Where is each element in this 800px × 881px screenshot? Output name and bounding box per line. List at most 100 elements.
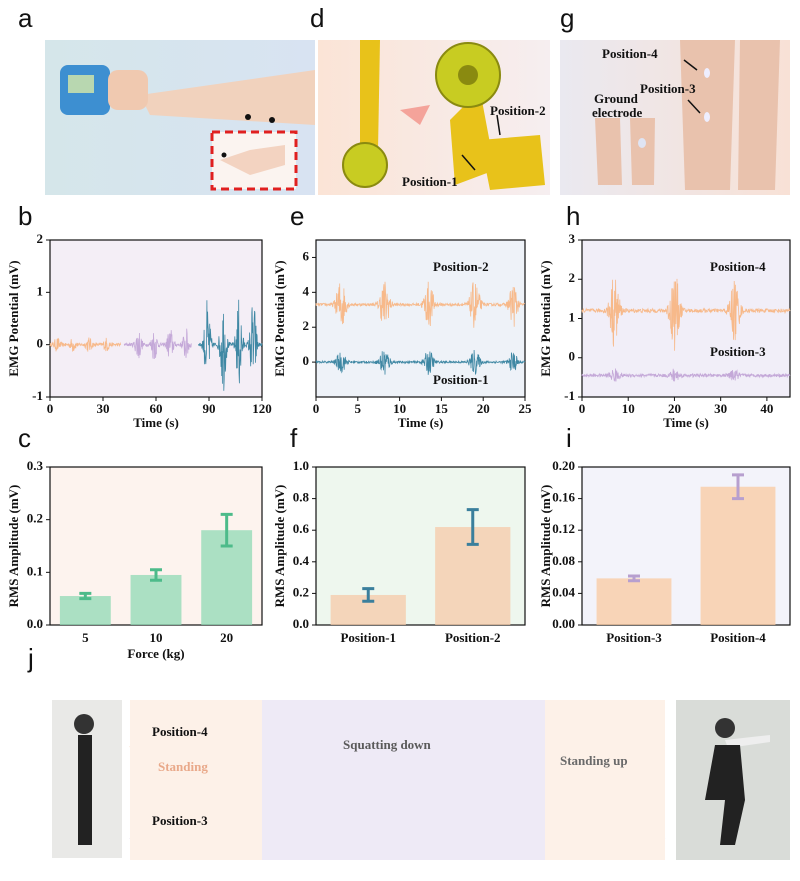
y-tick-label: 1 <box>37 283 44 298</box>
error-bar <box>150 568 162 582</box>
y-tick-label: 0.16 <box>552 490 575 505</box>
series-label: Position-1 <box>433 372 489 387</box>
y-axis-label: EMG Potential (mV) <box>538 260 553 376</box>
chart: 0.00 0.04 0.08 0.12 0.16 0.20 RMS Amplitude (m… <box>538 458 791 645</box>
position-label: Position-1 <box>402 174 458 189</box>
chart: -1 0 1 2 3 EMG Potential (mV) Time (s) 0 10 20 30 4… <box>538 231 791 430</box>
position-label: Position-4 <box>602 46 658 61</box>
y-tick-label: 0 <box>37 336 44 351</box>
panel-d-image: Position-2 Position-1 <box>318 40 550 195</box>
y-tick-label: 0.00 <box>552 616 575 631</box>
electrode-label: Ground <box>594 91 639 106</box>
series-label: Position-4 <box>710 259 766 274</box>
y-tick-label: 0.12 <box>552 521 575 536</box>
y-tick-label: 0 <box>569 349 576 364</box>
position-label: Position-2 <box>490 103 546 118</box>
y-tick-label: 0.4 <box>293 553 310 568</box>
emg-trace <box>315 281 526 328</box>
y-tick-label: 0.3 <box>27 458 44 473</box>
panel-letter: i <box>566 423 572 453</box>
x-tick-label: 0 <box>579 401 586 416</box>
plot-area <box>315 239 526 398</box>
phase-label: Standing up <box>560 753 628 768</box>
emg-trace <box>198 299 263 391</box>
electrode-label: electrode <box>592 105 643 120</box>
panel-letter: h <box>566 201 580 231</box>
y-tick-label: 0.1 <box>27 563 43 578</box>
x-tick-label: 5 <box>355 401 362 416</box>
x-axis-label: Time (s) <box>663 415 709 430</box>
error-bar <box>732 473 744 501</box>
chart: 0 2 4 6 EMG Potential (mV) Time (s) 0 5 10 15 20 25 <box>272 239 533 430</box>
x-tick-label: 20 <box>668 401 681 416</box>
y-axis-label: EMG Potential (mV) <box>6 260 21 376</box>
series-label: Position-3 <box>710 344 766 359</box>
position-label: Position-3 <box>640 81 696 96</box>
x-axis-label: Time (s) <box>398 415 444 430</box>
error-bar <box>362 587 375 603</box>
x-axis-label: Time (s) <box>133 415 179 430</box>
y-tick-label: 0.8 <box>293 490 310 505</box>
chart: 0.0 0.1 0.2 0.3 RMS Amplitude (mV) Force (kg)… <box>6 458 263 661</box>
y-tick-label: 2 <box>303 318 310 333</box>
bar <box>700 486 776 625</box>
x-tick-label: 5 <box>82 630 89 645</box>
x-tick-label: 0 <box>313 401 320 416</box>
x-tick-label: 15 <box>435 401 449 416</box>
emg-trace <box>581 368 791 382</box>
bar <box>130 574 182 625</box>
y-tick-label: 0.20 <box>552 458 575 473</box>
bar <box>59 596 111 625</box>
x-tick-label: 25 <box>519 401 533 416</box>
y-tick-label: 4 <box>303 283 310 298</box>
x-tick-label: 60 <box>150 401 163 416</box>
x-tick-label: 10 <box>150 630 163 645</box>
x-tick-label: Position-1 <box>340 630 396 645</box>
y-axis-label: RMS Amplitude (mV) <box>6 485 21 608</box>
trace-label: Position-4 <box>152 724 208 739</box>
y-tick-label: -1 <box>564 388 575 403</box>
x-tick-label: Position-2 <box>445 630 501 645</box>
y-tick-label: 0.6 <box>293 521 310 536</box>
y-tick-label: 2 <box>37 231 44 246</box>
error-bar <box>466 508 479 546</box>
y-axis-label: RMS Amplitude (mV) <box>538 485 553 608</box>
y-tick-label: 1 <box>569 309 576 324</box>
error-bar <box>220 512 233 548</box>
y-tick-label: 0.2 <box>27 511 43 526</box>
panel-letter: c <box>18 423 31 453</box>
emg-trace <box>315 349 526 375</box>
series-label: Position-2 <box>433 259 489 274</box>
y-tick-label: 1.0 <box>293 458 309 473</box>
panel-j: Position-4 Standing Squatting down Stand… <box>52 700 790 860</box>
chart: 0.0 0.2 0.4 0.6 0.8 1.0 RMS Amplitude (mV) Posi… <box>272 458 526 645</box>
panel-letter: e <box>290 201 304 231</box>
panel-letter: j <box>27 643 34 673</box>
x-tick-label: 10 <box>393 401 406 416</box>
x-tick-label: 40 <box>760 401 773 416</box>
phase-label: Squatting down <box>343 737 432 752</box>
x-tick-label: 20 <box>477 401 490 416</box>
x-tick-label: Position-4 <box>710 630 766 645</box>
panel-letter: d <box>310 3 324 33</box>
chart: -1 0 1 2 EMG Potential (mV) Time (s) 0 30 60 90 12… <box>6 231 272 430</box>
panel-letter: f <box>290 423 298 453</box>
phase-label: Standing <box>158 759 208 774</box>
error-bar <box>628 574 640 583</box>
y-tick-label: 0 <box>303 353 310 368</box>
error-bar <box>79 591 92 601</box>
x-axis-label: Force (kg) <box>127 646 184 661</box>
y-tick-label: 0.04 <box>552 584 575 599</box>
y-tick-label: 3 <box>569 231 576 246</box>
y-tick-label: 0.0 <box>293 616 309 631</box>
panel-letter: b <box>18 201 32 231</box>
panel-g-image: Position-4 Position-3 Ground electrode <box>560 40 790 195</box>
panel-a-image <box>45 40 315 195</box>
x-tick-label: 10 <box>622 401 635 416</box>
x-tick-label: 0 <box>47 401 54 416</box>
emg-trace <box>581 278 791 351</box>
trace-label: Position-3 <box>152 813 208 828</box>
y-axis-label: EMG Potential (mV) <box>272 260 287 376</box>
x-tick-label: 120 <box>252 401 272 416</box>
